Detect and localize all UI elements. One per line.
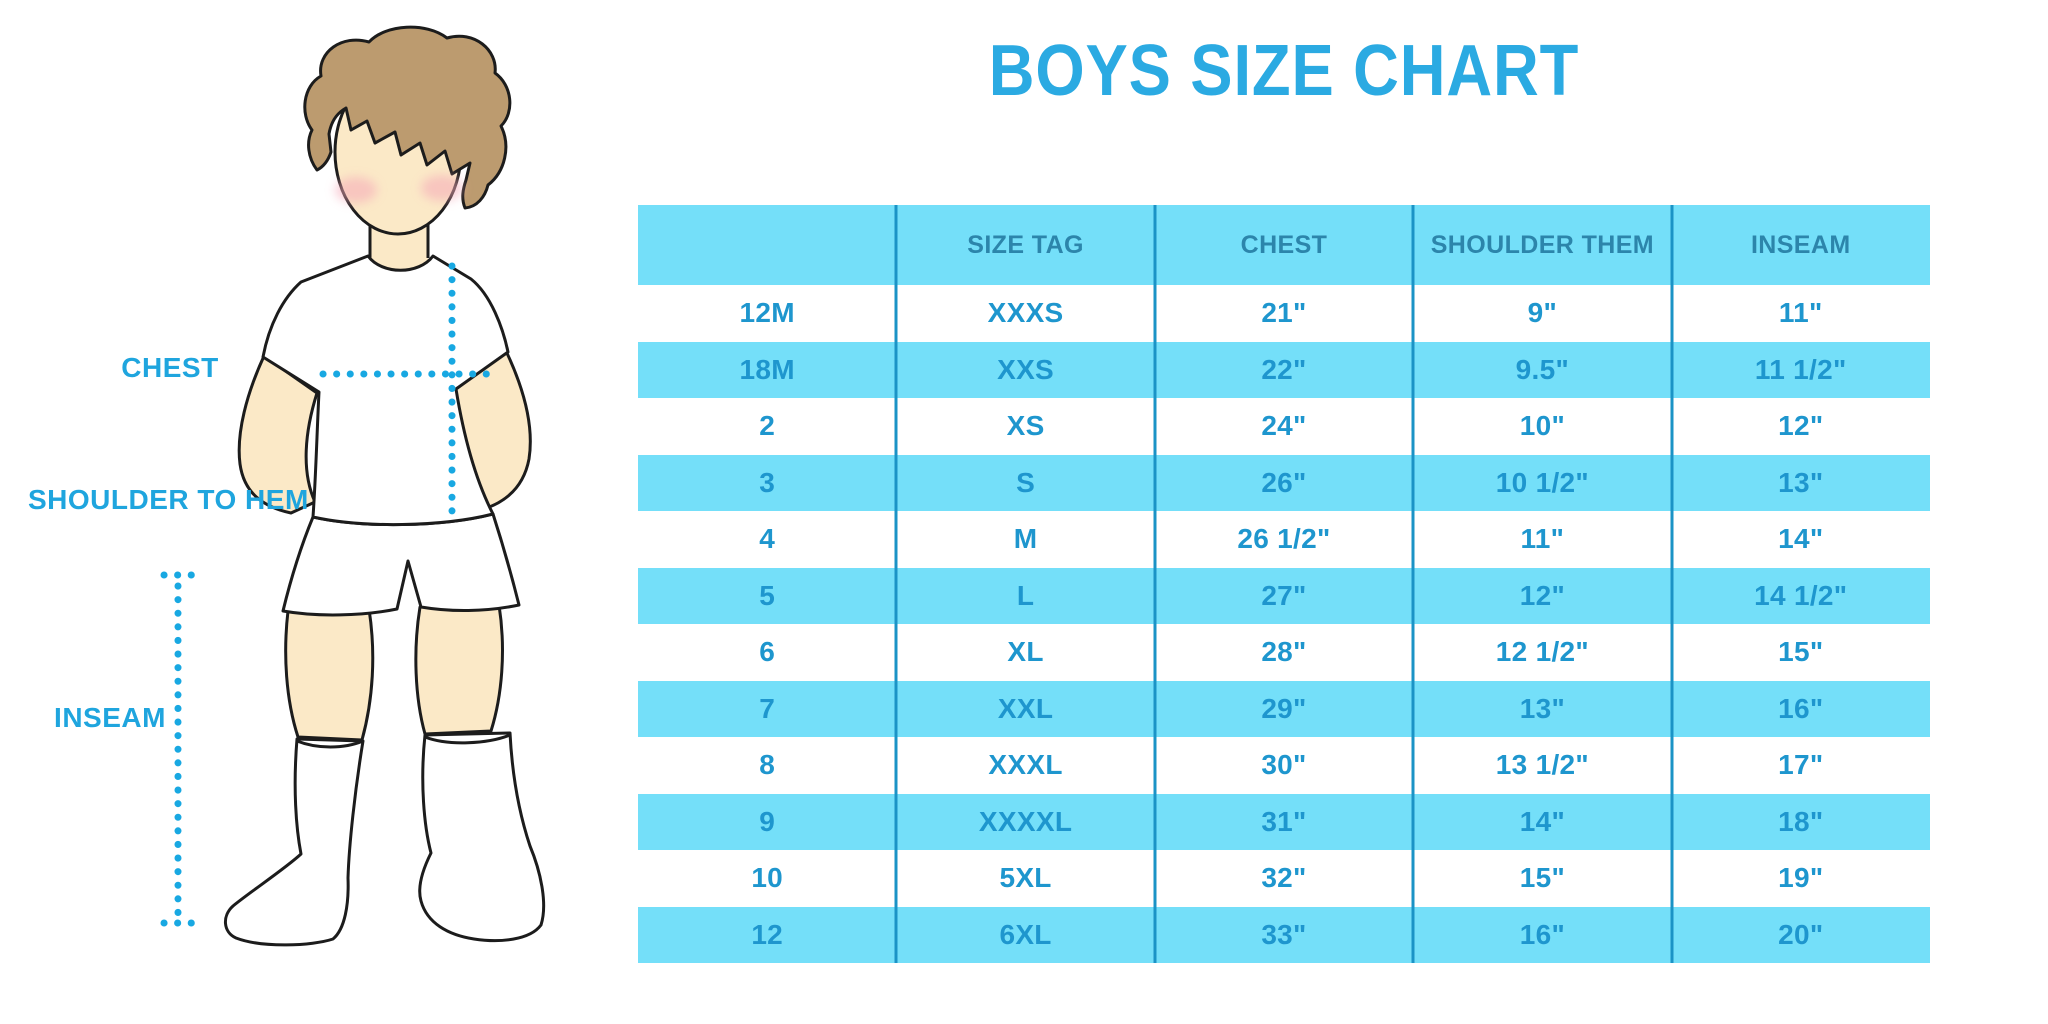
table-row: 12M XXXS 21" 9" 11" xyxy=(638,285,1930,342)
cell-inseam: 13" xyxy=(1778,466,1824,498)
header-cell-shoulder: SHOULDER THEM xyxy=(1430,230,1654,259)
shoulder-to-hem-label: SHOULDER TO HEM xyxy=(28,484,309,515)
table-row: 5 L 27" 12" 14 1/2" xyxy=(638,567,1930,624)
cell-size-tag: M xyxy=(1013,523,1038,555)
cell-size-tag: S xyxy=(1016,466,1036,498)
cell-size-tag: XL xyxy=(1007,636,1044,668)
cell-size-tag: XXS xyxy=(997,353,1055,385)
header-cell-blank xyxy=(638,205,896,285)
cell-chest: 31" xyxy=(1261,805,1307,837)
cell-shoulder: 12" xyxy=(1519,579,1566,611)
inseam-label: INSEAM xyxy=(54,702,166,733)
cell-inseam: 17" xyxy=(1778,749,1824,781)
cell-size-tag: XXL xyxy=(997,692,1054,724)
cell-shoulder: 10" xyxy=(1519,410,1566,442)
cell-inseam: 20" xyxy=(1778,918,1824,950)
column-divider xyxy=(1153,205,1157,963)
blush-cheeks xyxy=(335,175,463,203)
table-row: 12 6XL 33" 16" 20" xyxy=(638,906,1930,963)
inseam-measure-line xyxy=(160,571,208,927)
cell-chest: 33" xyxy=(1261,918,1307,950)
cell-chest: 32" xyxy=(1261,862,1307,894)
cell-age: 3 xyxy=(759,466,776,498)
cell-chest: 26 1/2" xyxy=(1237,523,1331,555)
cell-age: 5 xyxy=(759,579,776,611)
cell-age: 7 xyxy=(759,692,776,724)
cell-age: 10 xyxy=(751,862,784,894)
cell-inseam: 12" xyxy=(1778,410,1824,442)
header-cell-chest: CHEST xyxy=(1240,230,1328,259)
cell-shoulder: 13 1/2" xyxy=(1495,749,1589,781)
cell-age: 12 xyxy=(751,918,784,950)
boy-illustration xyxy=(160,25,546,947)
cell-shoulder: 11" xyxy=(1520,523,1565,555)
header-cell-inseam: INSEAM xyxy=(1750,230,1851,259)
cell-age: 6 xyxy=(759,636,776,668)
cell-size-tag: XS xyxy=(1006,410,1045,442)
table-row: 6 XL 28" 12 1/2" 15" xyxy=(638,624,1930,681)
cell-chest: 26" xyxy=(1261,466,1307,498)
size-table: SIZE TAG CHEST SHOULDER THEM INSEAM 12M … xyxy=(638,205,1930,963)
tshirt xyxy=(261,254,510,527)
table-row: 7 XXL 29" 13" 16" xyxy=(638,680,1930,737)
cell-chest: 22" xyxy=(1261,353,1307,385)
cell-shoulder: 16" xyxy=(1519,918,1566,950)
cell-chest: 29" xyxy=(1261,692,1307,724)
cell-chest: 27" xyxy=(1261,579,1307,611)
cell-shoulder: 12 1/2" xyxy=(1495,636,1589,668)
table-row: 18M XXS 22" 9.5" 11 1/2" xyxy=(638,341,1930,398)
cell-chest: 28" xyxy=(1261,636,1307,668)
table-row: 3 S 26" 10 1/2" 13" xyxy=(638,454,1930,511)
cell-size-tag: XXXL xyxy=(988,749,1063,781)
legs xyxy=(284,603,504,742)
page-title: BOYS SIZE CHART xyxy=(988,31,1580,111)
cell-age: 12M xyxy=(739,297,795,329)
cell-inseam: 19" xyxy=(1778,862,1824,894)
cell-chest: 21" xyxy=(1261,297,1307,329)
cell-age: 2 xyxy=(759,410,776,442)
header-cell-size-tag: SIZE TAG xyxy=(967,230,1084,259)
cell-inseam: 11 1/2" xyxy=(1754,353,1847,385)
cell-inseam: 16" xyxy=(1778,692,1824,724)
cell-shoulder: 13" xyxy=(1519,692,1566,724)
chest-label: CHEST xyxy=(121,352,219,383)
cell-size-tag: 5XL xyxy=(999,862,1052,894)
cell-shoulder: 10 1/2" xyxy=(1495,466,1589,498)
hair xyxy=(303,25,512,210)
cell-chest: 30" xyxy=(1261,749,1307,781)
table-row: 9 XXXXL 31" 14" 18" xyxy=(638,793,1930,850)
table-row: 2 XS 24" 10" 12" xyxy=(638,398,1930,455)
table-row: 8 XXXL 30" 13 1/2" 17" xyxy=(638,737,1930,794)
cell-shoulder: 15" xyxy=(1519,862,1566,894)
column-divider xyxy=(1670,205,1674,963)
cell-inseam: 18" xyxy=(1778,805,1824,837)
cell-shoulder: 14" xyxy=(1519,805,1566,837)
cell-age: 18M xyxy=(739,353,795,385)
table-row: 4 M 26 1/2" 11" 14" xyxy=(638,511,1930,568)
cell-size-tag: XXXXL xyxy=(978,805,1073,837)
cell-shoulder: 9.5" xyxy=(1515,353,1570,385)
table-row: 10 5XL 32" 15" 19" xyxy=(638,850,1930,907)
column-divider xyxy=(894,205,898,963)
cell-age: 8 xyxy=(759,749,776,781)
cell-age: 9 xyxy=(759,805,776,837)
table-header-row: SIZE TAG CHEST SHOULDER THEM INSEAM xyxy=(638,205,1930,285)
shorts xyxy=(281,512,521,617)
cell-age: 4 xyxy=(759,523,776,555)
cell-inseam: 11" xyxy=(1778,297,1823,329)
cell-size-tag: XXXS xyxy=(987,297,1064,329)
column-divider xyxy=(1411,205,1415,963)
cell-inseam: 14" xyxy=(1778,523,1824,555)
socks xyxy=(224,731,546,947)
cell-inseam: 14 1/2" xyxy=(1754,579,1848,611)
cell-chest: 24" xyxy=(1261,410,1307,442)
cell-inseam: 15" xyxy=(1778,636,1824,668)
cell-size-tag: 6XL xyxy=(999,918,1052,950)
cell-shoulder: 9" xyxy=(1527,297,1558,329)
cell-size-tag: L xyxy=(1016,579,1035,611)
